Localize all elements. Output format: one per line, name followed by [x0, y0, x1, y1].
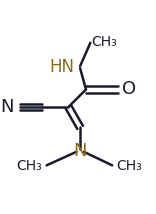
Text: HN: HN: [49, 58, 74, 76]
Text: CH₃: CH₃: [17, 159, 42, 173]
Text: CH₃: CH₃: [91, 35, 117, 49]
Text: O: O: [122, 80, 136, 98]
Text: N: N: [73, 142, 87, 160]
Text: CH₃: CH₃: [117, 159, 142, 173]
Text: N: N: [1, 98, 14, 116]
